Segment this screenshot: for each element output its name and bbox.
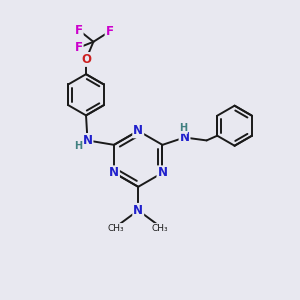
Text: N: N: [133, 204, 143, 217]
Text: N: N: [158, 166, 167, 179]
Text: H: H: [75, 141, 83, 151]
Text: N: N: [133, 124, 143, 137]
Text: F: F: [75, 23, 83, 37]
Text: N: N: [82, 134, 92, 147]
Text: H: H: [179, 123, 187, 133]
Text: O: O: [81, 53, 91, 66]
Text: N: N: [179, 131, 190, 144]
Text: CH₃: CH₃: [152, 224, 169, 232]
Text: F: F: [106, 25, 114, 38]
Text: CH₃: CH₃: [108, 224, 124, 232]
Text: F: F: [75, 41, 83, 54]
Text: N: N: [109, 166, 119, 179]
